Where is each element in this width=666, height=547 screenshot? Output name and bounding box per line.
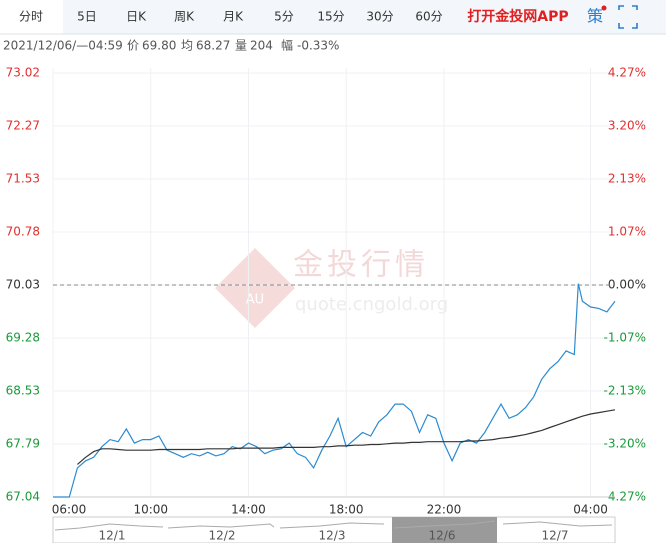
info-volume-label: 量 bbox=[235, 39, 247, 53]
toolbar bbox=[0, 0, 666, 34]
x-tick-label: 04:00 bbox=[573, 503, 608, 517]
info-price-label: 价 bbox=[127, 39, 139, 53]
navigator-date: 12/7 bbox=[542, 529, 569, 543]
tab[interactable]: 日K bbox=[126, 10, 147, 24]
tab[interactable]: 周K bbox=[174, 10, 195, 24]
y2-tick-label: 1.07% bbox=[608, 224, 646, 238]
x-tick-label: 14:00 bbox=[231, 503, 266, 517]
y2-tick-label: -3.20% bbox=[604, 436, 646, 450]
tab[interactable]: 5日 bbox=[77, 10, 97, 24]
info-avg-label: 均 bbox=[181, 39, 193, 53]
y-tick-label: 68.53 bbox=[6, 384, 40, 398]
y-tick-label: 72.27 bbox=[6, 119, 40, 133]
info-time: 2021/12/06/—04:59 bbox=[3, 39, 123, 53]
y2-tick-label: -4.27% bbox=[604, 490, 646, 504]
info-volume: 204 bbox=[250, 39, 273, 53]
y-tick-label: 70.03 bbox=[6, 278, 40, 292]
tab[interactable]: 30分 bbox=[366, 10, 393, 24]
watermark-logo-text: AU bbox=[246, 293, 264, 308]
navigator: 12/1 12/2 12/3 12/6 12/7 bbox=[52, 516, 616, 544]
y-tick-label: 69.28 bbox=[6, 331, 40, 345]
x-tick-label: 10:00 bbox=[133, 503, 168, 517]
navigator-selection[interactable] bbox=[392, 517, 497, 543]
y2-tick-label: 3.20% bbox=[608, 119, 646, 133]
watermark: AU 金投行情 quote.cngold.org bbox=[215, 248, 448, 328]
y-tick-label: 70.78 bbox=[6, 225, 40, 239]
navigator-line bbox=[54, 520, 613, 531]
navigator-date: 12/6 bbox=[429, 529, 456, 543]
y-tick-label: 67.79 bbox=[6, 437, 40, 451]
y2-tick-label: -2.13% bbox=[604, 383, 646, 397]
fullscreen-button[interactable] bbox=[618, 5, 638, 29]
y2-tick-label: -1.07% bbox=[604, 331, 646, 345]
x-tick-label: 22:00 bbox=[427, 503, 462, 517]
active-tab bbox=[0, 0, 63, 34]
info-change: -0.33% bbox=[297, 39, 339, 53]
watermark-logo bbox=[215, 248, 295, 328]
watermark-name: 金投行情 bbox=[293, 248, 429, 283]
tab[interactable]: 5分 bbox=[274, 10, 294, 24]
y2-tick-label: 0.00% bbox=[608, 278, 646, 292]
y2-tick-label: 2.13% bbox=[608, 172, 646, 186]
watermark-url: quote.cngold.org bbox=[295, 294, 448, 315]
tab[interactable]: 60分 bbox=[415, 10, 442, 24]
info-price: 69.80 bbox=[142, 39, 176, 53]
series-line bbox=[53, 283, 616, 498]
info-avg: 68.27 bbox=[196, 39, 230, 53]
y2-tick-label: 4.27% bbox=[608, 66, 646, 80]
strategy-button[interactable]: 策 bbox=[587, 7, 603, 26]
tab[interactable]: 月K bbox=[223, 10, 244, 24]
x-tick-label: 18:00 bbox=[329, 503, 364, 517]
x-tick-label: 06:00 bbox=[52, 503, 87, 517]
series-line bbox=[77, 409, 616, 465]
navigator-date: 12/2 bbox=[209, 529, 236, 543]
navigator-date: 12/3 bbox=[319, 529, 346, 543]
notify-dot bbox=[601, 5, 607, 11]
info-change-label: 幅 bbox=[281, 38, 293, 53]
y-tick-label: 73.02 bbox=[6, 66, 40, 80]
navigator-frame bbox=[52, 516, 616, 544]
navigator-date: 12/1 bbox=[99, 529, 126, 543]
tab[interactable]: 分时 bbox=[19, 10, 43, 24]
y-tick-label: 71.53 bbox=[6, 172, 40, 186]
tab[interactable]: 15分 bbox=[317, 10, 344, 24]
app-link[interactable]: 打开金投网APP bbox=[467, 8, 568, 25]
y-tick-label: 67.04 bbox=[6, 490, 40, 504]
